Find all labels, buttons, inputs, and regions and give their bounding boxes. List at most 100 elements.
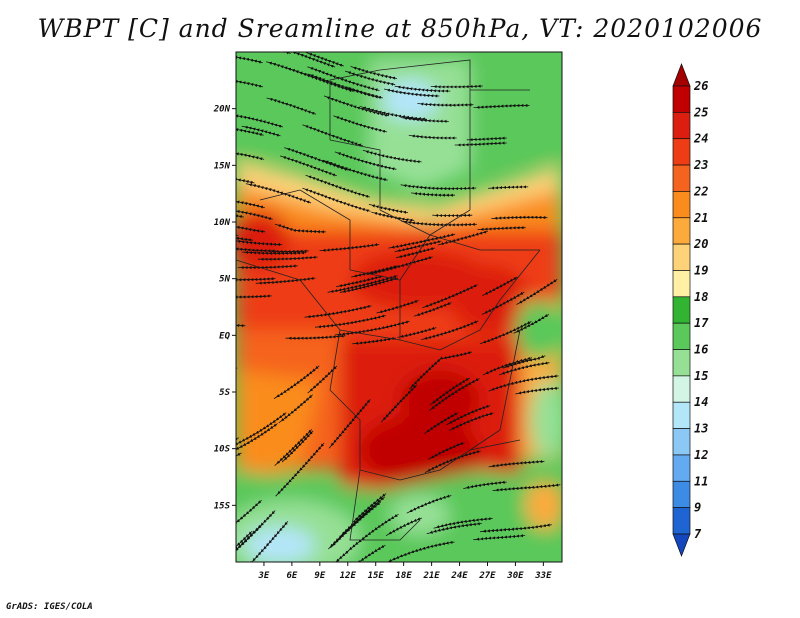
streamline <box>406 494 452 514</box>
streamline <box>386 540 455 562</box>
colorbar-label: 13 <box>694 422 708 436</box>
colorbar-label: 7 <box>694 527 702 541</box>
colorbar: 26 25 24 23 22 21 20 19 18 17 16 15 14 13 12 11 9 7 <box>672 63 709 557</box>
colorbar-top-arrow <box>672 63 691 87</box>
streamline <box>278 52 329 53</box>
streamline <box>488 374 559 392</box>
streamline <box>446 404 491 426</box>
streamline <box>274 429 313 466</box>
streamlines <box>236 52 561 562</box>
streamline <box>307 66 380 92</box>
streamline <box>376 299 419 314</box>
streamline <box>236 321 246 328</box>
streamline <box>236 367 238 369</box>
colorbar-segment <box>672 401 691 429</box>
streamline <box>334 320 410 336</box>
x-tick-label: 9E <box>314 571 325 581</box>
streamline <box>236 235 283 247</box>
colorbar-segment <box>672 85 691 113</box>
colorbar-label: 11 <box>694 474 708 488</box>
colorbar-segment <box>672 270 691 298</box>
colorbar-label: 26 <box>693 79 708 93</box>
streamline <box>275 442 325 497</box>
streamline <box>328 399 371 449</box>
colorbar-segment <box>672 138 691 166</box>
streamline <box>302 124 363 147</box>
streamline <box>302 187 371 213</box>
streamline <box>488 185 529 190</box>
streamline <box>236 243 277 253</box>
streamline <box>491 215 548 220</box>
x-tick-label: 30E <box>506 571 524 581</box>
colorbar-label: 14 <box>694 395 708 409</box>
streamline <box>245 183 312 204</box>
streamline <box>236 197 265 209</box>
streamline <box>502 355 546 369</box>
x-tick-label: 27E <box>478 571 496 581</box>
colorbar-label: 9 <box>694 501 701 515</box>
x-tick-label: 12E <box>340 571 357 581</box>
streamline <box>236 423 278 459</box>
streamline <box>339 277 399 293</box>
country-borders <box>236 59 541 541</box>
streamline <box>236 227 239 237</box>
streamline <box>351 264 398 278</box>
streamline <box>417 102 474 107</box>
streamline <box>247 521 289 562</box>
streamline <box>371 211 415 222</box>
colorbar-label: 21 <box>693 211 708 225</box>
y-tick-label: 10S <box>214 445 231 455</box>
streamline <box>362 149 422 164</box>
streamline <box>516 278 558 305</box>
colorbar-label: 12 <box>694 448 708 462</box>
colorbar-label: 23 <box>693 158 708 172</box>
colorbar-segment <box>672 454 691 482</box>
streamline <box>273 365 320 399</box>
streamline <box>255 276 316 285</box>
x-tick-label: 6E <box>286 571 297 581</box>
x-tick-label: 3E <box>258 571 270 581</box>
streamline <box>236 452 242 475</box>
streamline <box>236 437 239 457</box>
chart-title: WBPT [C] and Sreamline at 850hPa, VT: 20… <box>37 14 763 43</box>
streamline <box>236 277 276 282</box>
streamline <box>360 106 427 121</box>
colorbar-segment <box>672 243 691 271</box>
streamline <box>314 314 387 329</box>
streamline <box>333 115 387 134</box>
streamline <box>319 243 380 252</box>
streamline <box>408 350 473 390</box>
colorbar-label: 25 <box>693 105 708 119</box>
y-axis: 20N 15N 10N 5N EQ 5S 10S 15S <box>213 105 236 511</box>
colorbar-segment <box>672 217 691 245</box>
streamline <box>274 223 327 234</box>
colorbar-segment <box>672 164 691 192</box>
x-tick-label: 21E <box>422 571 440 581</box>
streamline <box>305 52 344 67</box>
streamline <box>481 291 525 315</box>
colorbar-label: 24 <box>693 132 708 146</box>
colorbar-label: 20 <box>693 237 708 251</box>
streamline <box>428 441 465 460</box>
streamline <box>411 192 455 197</box>
streamline <box>424 449 481 473</box>
streamline <box>383 88 440 98</box>
colorbar-segment <box>672 480 691 508</box>
streamline <box>236 294 272 299</box>
streamline <box>380 384 418 423</box>
colorbar-label: 15 <box>694 369 708 383</box>
streamline <box>236 174 255 185</box>
streamline <box>515 386 559 395</box>
streamline <box>388 233 456 249</box>
colorbar-label: 16 <box>694 343 708 357</box>
streamline <box>430 84 483 89</box>
streamline <box>408 134 457 140</box>
colorbar-segment <box>672 349 691 377</box>
streamline <box>236 150 265 161</box>
streamline <box>463 480 507 489</box>
streamline <box>266 97 317 116</box>
streamline <box>480 523 552 533</box>
streamline <box>268 249 309 254</box>
y-tick-label: 5N <box>219 275 230 285</box>
